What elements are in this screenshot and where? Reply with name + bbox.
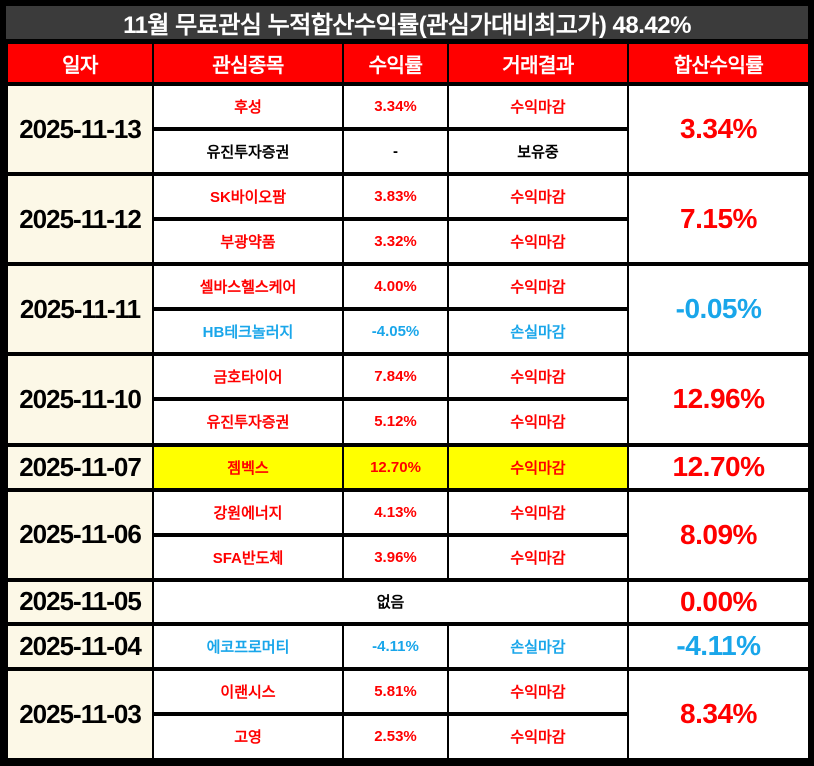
- total-return-cell: -0.05%: [627, 262, 810, 356]
- stock-name-cell: 이랜시스: [152, 666, 344, 715]
- trade-result-cell: 수익마감: [447, 487, 629, 536]
- table-row: 2025-11-10 금호타이어 7.84% 수익마감 12.96%: [6, 352, 810, 446]
- trade-result-cell: 손실마감: [447, 307, 629, 356]
- table-row: 2025-11-13 후성 3.34% 수익마감 3.34%: [6, 81, 810, 176]
- return-rate-cell: 5.81%: [342, 666, 449, 715]
- return-rate-cell: 12.70%: [342, 442, 449, 491]
- total-return-cell: 8.09%: [627, 487, 810, 581]
- trade-result-cell: 손실마감: [447, 621, 629, 670]
- total-return-cell: 7.15%: [627, 172, 810, 266]
- stock-name-cell: 젬벡스: [152, 442, 344, 491]
- column-header-return: 수익률: [342, 42, 449, 85]
- page-title: 11월 무료관심 누적합산수익률(관심가대비최고가) 48.42%: [6, 6, 808, 42]
- trade-result-cell: 수익마감: [447, 217, 629, 266]
- total-return-cell: 3.34%: [627, 81, 810, 176]
- date-cell: 2025-11-06: [6, 487, 154, 581]
- trade-result-cell: 수익마감: [447, 666, 629, 715]
- return-rate-cell: -4.05%: [342, 307, 449, 356]
- stock-name-cell: 유진투자증권: [152, 127, 344, 176]
- total-return-cell: 0.00%: [627, 577, 810, 625]
- header-row: 일자 관심종목 수익률 거래결과 합산수익률: [6, 42, 810, 85]
- return-rate-cell: 3.34%: [342, 81, 449, 131]
- trade-result-cell: 수익마감: [447, 711, 629, 761]
- column-header-result: 거래결과: [447, 42, 629, 85]
- date-cell: 2025-11-12: [6, 172, 154, 266]
- table-row: 부광약품 3.32% 수익마감: [7, 217, 809, 266]
- table-row: 2025-11-12 SK바이오팜 3.83% 수익마감 7.15%: [6, 172, 810, 266]
- total-return-cell: 12.70%: [627, 442, 810, 491]
- date-cell: 2025-11-07: [6, 442, 154, 491]
- stock-name-cell: 강원에너지: [152, 487, 344, 536]
- trade-result-cell: 수익마감: [447, 172, 629, 221]
- stock-name-cell: 유진투자증권: [152, 397, 344, 446]
- table-row: 유진투자증권 - 보유중: [7, 127, 809, 176]
- stock-name-cell: 금호타이어: [152, 352, 344, 401]
- column-header-date: 일자: [6, 42, 154, 85]
- date-cell: 2025-11-03: [6, 666, 154, 761]
- return-rate-cell: 4.13%: [342, 487, 449, 536]
- trade-result-cell: 보유중: [447, 127, 629, 176]
- date-cell: 2025-11-11: [6, 262, 154, 356]
- trade-result-cell: 수익마감: [447, 262, 629, 311]
- table-row: 2025-11-06 강원에너지 4.13% 수익마감 8.09%: [6, 487, 810, 581]
- return-rate-cell: 7.84%: [342, 352, 449, 401]
- table-row: 2025-11-07 젬벡스 12.70% 수익마감 12.70%: [6, 442, 810, 491]
- table-row: HB테크놀러지 -4.05% 손실마감: [7, 307, 809, 356]
- no-pick-cell: 없음: [152, 577, 629, 625]
- return-rate-cell: 3.96%: [342, 532, 449, 581]
- return-rate-cell: 3.32%: [342, 217, 449, 266]
- trade-result-cell: 수익마감: [447, 397, 629, 446]
- date-cell: 2025-11-05: [6, 577, 154, 625]
- stock-name-cell: 후성: [152, 81, 344, 131]
- stock-name-cell: 부광약품: [152, 217, 344, 266]
- trade-result-cell: 수익마감: [447, 81, 629, 131]
- table-row: 2025-11-11 셀바스헬스케어 4.00% 수익마감 -0.05%: [6, 262, 810, 356]
- table-row: SFA반도체 3.96% 수익마감: [7, 532, 809, 581]
- table-body: 2025-11-13 후성 3.34% 수익마감 3.34% 유진투자증권 - 보유중 2025…: [6, 81, 810, 761]
- total-return-cell: 8.34%: [627, 666, 810, 761]
- return-rate-cell: -: [342, 127, 449, 176]
- table-row: 2025-11-03 이랜시스 5.81% 수익마감 8.34%: [6, 666, 810, 761]
- trade-result-cell: 수익마감: [447, 352, 629, 401]
- return-rate-cell: -4.11%: [342, 621, 449, 670]
- stock-name-cell: HB테크놀러지: [152, 307, 344, 356]
- date-cell: 2025-11-10: [6, 352, 154, 446]
- table-row: 2025-11-04 에코프로머티 -4.11% 손실마감 -4.11%: [6, 621, 810, 670]
- return-rate-cell: 3.83%: [342, 172, 449, 221]
- date-cell: 2025-11-04: [6, 621, 154, 670]
- stock-name-cell: SFA반도체: [152, 532, 344, 581]
- stock-name-cell: SK바이오팜: [152, 172, 344, 221]
- results-table: 일자 관심종목 수익률 거래결과 합산수익률 2025-11-13 후성 3.34%…: [6, 42, 810, 761]
- stock-name-cell: 셀바스헬스케어: [152, 262, 344, 311]
- trade-result-cell: 수익마감: [447, 442, 629, 491]
- return-rate-cell: 4.00%: [342, 262, 449, 311]
- table-row: 유진투자증권 5.12% 수익마감: [7, 397, 809, 446]
- stock-name-cell: 에코프로머티: [152, 621, 344, 670]
- table-row: 고영 2.53% 수익마감: [7, 711, 809, 761]
- total-return-cell: -4.11%: [627, 621, 810, 670]
- date-cell: 2025-11-13: [6, 81, 154, 176]
- column-header-stock: 관심종목: [152, 42, 344, 85]
- return-rate-cell: 2.53%: [342, 711, 449, 761]
- trade-result-cell: 수익마감: [447, 532, 629, 581]
- table-row: 2025-11-05 없음 0.00%: [6, 577, 810, 625]
- total-return-cell: 12.96%: [627, 352, 810, 446]
- column-header-total-return: 합산수익률: [627, 42, 810, 85]
- stock-name-cell: 고영: [152, 711, 344, 761]
- return-rate-cell: 5.12%: [342, 397, 449, 446]
